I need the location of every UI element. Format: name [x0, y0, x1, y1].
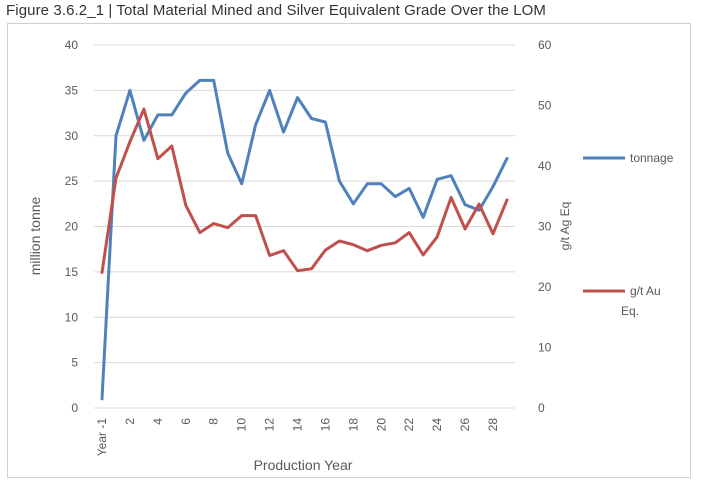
x-tick-label: 26: [458, 418, 472, 432]
y-axis-title: million tonne: [27, 196, 43, 275]
y2-axis-title: g/t Ag Eq: [558, 202, 572, 251]
y-tick-label: 40: [65, 38, 79, 52]
y2-tick-label: 30: [538, 220, 552, 234]
series-line-grade: [100, 107, 509, 274]
legend-label-grade-cont: Eq.: [621, 304, 639, 318]
series-line-tonnage: [100, 78, 509, 401]
y2-tick-label: 20: [538, 280, 552, 294]
y-tick-label: 20: [65, 220, 79, 234]
legend: tonnage g/t Au Eq.: [583, 151, 674, 318]
y-tick-label: 0: [71, 401, 78, 415]
y2-tick-label: 10: [538, 341, 552, 355]
chart-frame: 0 5 10 15 20 25 30 35 40 0 10 20 30 40 50 60 Year -1 2 4…: [7, 23, 691, 478]
x-tick-label: 2: [123, 418, 137, 425]
x-axis-ticks: Year -1 2 4 6 8 10 12 14 16 18 20 22 24 26 28: [95, 418, 500, 457]
y2-tick-label: 0: [538, 401, 545, 415]
right-axis-ticks: 0 10 20 30 40 50 60: [538, 38, 552, 415]
y2-tick-label: 50: [538, 99, 552, 113]
x-tick-label: Year -1: [95, 418, 109, 457]
x-tick-label: 8: [207, 418, 221, 425]
x-tick-label: 16: [318, 418, 332, 432]
legend-label-tonnage: tonnage: [630, 151, 674, 165]
figure-caption: Figure 3.6.2_1 | Total Material Mined an…: [6, 2, 547, 19]
y-tick-label: 10: [65, 310, 79, 324]
y-tick-label: 25: [65, 174, 79, 188]
y2-tick-label: 60: [538, 38, 552, 52]
y-tick-label: 5: [71, 356, 78, 370]
x-tick-label: 12: [263, 418, 277, 432]
y2-tick-label: 40: [538, 159, 552, 173]
x-tick-label: 24: [430, 418, 444, 432]
x-tick-label: 10: [235, 418, 249, 432]
x-tick-label: 20: [374, 418, 388, 432]
x-tick-label: 22: [402, 418, 416, 432]
y-tick-label: 15: [65, 265, 79, 279]
legend-label-grade: g/t Au: [630, 284, 661, 298]
x-tick-label: 4: [151, 418, 165, 425]
x-tick-label: 28: [486, 418, 500, 432]
series-lines: [100, 78, 509, 401]
x-tick-label: 18: [346, 418, 360, 432]
x-tick-label: 14: [291, 418, 305, 432]
x-axis-title: Production Year: [254, 457, 353, 473]
x-tick-label: 6: [179, 418, 193, 425]
left-axis-ticks: 0 5 10 15 20 25 30 35 40: [65, 38, 79, 415]
y-tick-label: 35: [65, 83, 79, 97]
y-tick-label: 30: [65, 129, 79, 143]
gridlines: [94, 44, 515, 409]
